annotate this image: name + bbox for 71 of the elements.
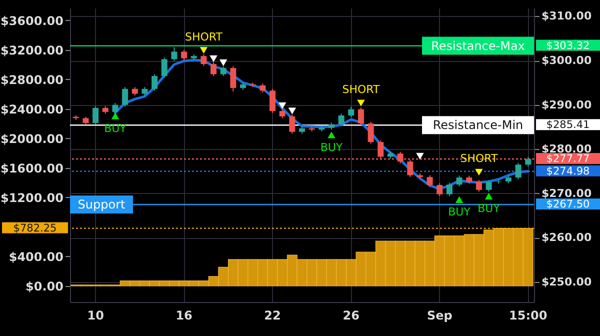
data-label: BUY — [320, 140, 343, 154]
point — [278, 102, 286, 110]
point — [200, 46, 208, 54]
candlestick — [436, 182, 443, 197]
candlestick — [426, 174, 433, 188]
y-tick-label: $300.00 — [542, 54, 592, 68]
point — [219, 59, 228, 66]
data-label: SHORT — [460, 152, 498, 166]
candlestick — [122, 86, 128, 108]
point — [455, 196, 464, 203]
y-tick-label: $310.00 — [542, 10, 592, 23]
data-label: BUY — [478, 202, 500, 216]
candlestick — [515, 162, 522, 180]
candlestick — [200, 54, 207, 66]
annotation: Resistance-Min — [432, 118, 524, 132]
y-tick-label: $270.00 — [542, 186, 592, 200]
candlestick — [289, 114, 296, 134]
point — [111, 112, 120, 120]
data-label: BUY — [448, 206, 471, 219]
candlestick — [446, 182, 452, 197]
y2-tick-label: $2800.00 — [0, 72, 64, 87]
ref-line-label: $274.98 — [546, 165, 590, 178]
candlestick — [476, 180, 482, 192]
ref-line-label: $285.41 — [546, 119, 590, 132]
point — [475, 168, 483, 176]
annotation: Resistance-Max — [431, 38, 525, 53]
data-label: SHORT — [184, 30, 223, 44]
candlestick — [92, 106, 99, 126]
candlestick — [270, 88, 276, 114]
candlestick — [230, 66, 236, 92]
y2-tick-label: $2000.00 — [0, 132, 64, 146]
x-tick-label: 22 — [264, 308, 281, 322]
candlestick — [171, 46, 178, 62]
x-tick-label: Sep — [426, 308, 453, 322]
candlestick — [152, 74, 158, 92]
candlestick — [486, 180, 492, 192]
candlestick — [525, 156, 532, 167]
point — [288, 108, 296, 114]
candlestick — [348, 106, 354, 118]
candlestick — [456, 175, 462, 187]
data-label: BUY — [104, 122, 127, 135]
y2-tick-label: $3200.00 — [0, 43, 64, 58]
y2-tick-label: $1200.00 — [0, 190, 64, 205]
y2-tick-label: $3600.00 — [0, 14, 64, 28]
ref-line-label: $782.25 — [13, 222, 57, 234]
point — [328, 132, 336, 138]
point — [210, 55, 218, 62]
x-tick-label: 16 — [176, 308, 192, 322]
x-tick-label: 15:00 — [509, 308, 548, 322]
point — [416, 152, 424, 160]
candlestick — [181, 49, 188, 61]
ref-line-label: $303.32 — [546, 40, 590, 52]
y-tick-label: $250.00 — [542, 276, 592, 289]
y2-tick-label: $400.00 — [8, 250, 64, 264]
y2-tick-label: $2400.00 — [0, 102, 64, 116]
point — [357, 100, 365, 106]
y2-tick-label: $0.00 — [26, 279, 64, 294]
x-tick-label: 26 — [342, 308, 360, 322]
candlestick — [338, 113, 344, 127]
point — [484, 192, 493, 200]
ref-line-label: $277.77 — [546, 153, 590, 166]
candlestick — [358, 106, 364, 126]
y2-tick-label: $1600.00 — [0, 161, 64, 176]
x-tick-label: 10 — [87, 308, 104, 322]
annotation: Support — [78, 198, 126, 212]
y-tick-label: $290.00 — [542, 98, 592, 112]
candlestick — [161, 56, 168, 78]
ref-line-label: $267.50 — [546, 198, 590, 211]
data-label: SHORT — [342, 83, 380, 96]
y-tick-label: $260.00 — [542, 231, 592, 244]
candlestick — [368, 121, 374, 144]
